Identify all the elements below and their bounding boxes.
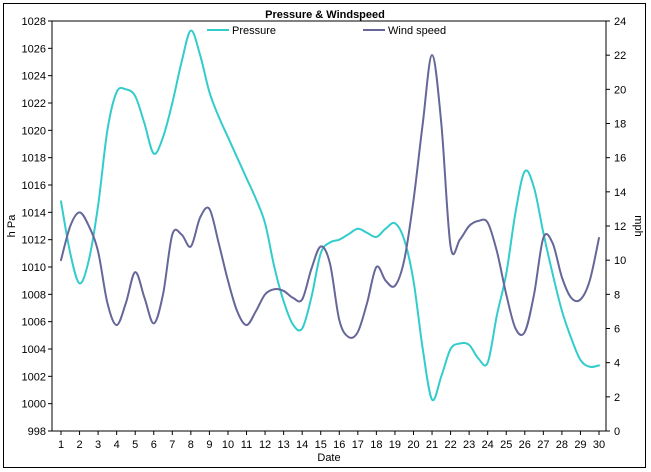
x-tick-label: 18 <box>370 439 382 451</box>
legend-label-wind-speed: Wind speed <box>388 25 446 37</box>
left-tick-label: 1014 <box>22 207 46 219</box>
right-tick-label: 4 <box>614 358 620 370</box>
x-tick-label: 8 <box>188 439 194 451</box>
left-tick-label: 1020 <box>22 125 46 137</box>
right-tick-label: 6 <box>614 324 620 336</box>
x-tick-label: 16 <box>333 439 345 451</box>
x-tick-label: 30 <box>593 439 605 451</box>
right-tick-label: 18 <box>614 119 626 131</box>
x-tick-label: 29 <box>574 439 586 451</box>
left-tick-label: 1016 <box>22 180 46 192</box>
left-axis-ticks: 998 1000 1002 1004 1006 1008 1010 1012 1014 1016 1… <box>22 16 52 438</box>
pressure-series-line <box>60 29 600 402</box>
x-tick-label: 11 <box>241 439 252 451</box>
right-tick-label: 16 <box>614 153 626 165</box>
x-tick-label: 27 <box>537 439 549 451</box>
left-tick-label: 1028 <box>22 16 46 28</box>
x-tick-label: 17 <box>352 439 364 451</box>
x-tick-label: 23 <box>463 439 475 451</box>
left-tick-label: 1004 <box>22 344 46 356</box>
right-tick-label: 22 <box>614 50 626 62</box>
right-tick-label: 14 <box>614 187 626 199</box>
left-tick-label: 1012 <box>22 235 46 247</box>
right-tick-label: 10 <box>614 255 626 267</box>
x-tick-label: 26 <box>519 439 531 451</box>
wind-speed-series-line <box>60 54 600 339</box>
x-tick-label: 22 <box>444 439 456 451</box>
left-tick-label: 1022 <box>22 98 46 110</box>
right-tick-label: 12 <box>614 221 626 233</box>
left-tick-label: 1026 <box>22 43 46 55</box>
x-axis-label: Date <box>317 452 340 464</box>
x-tick-label: 12 <box>259 439 271 451</box>
right-tick-label: 20 <box>614 84 626 96</box>
x-tick-label: 5 <box>132 439 138 451</box>
x-tick-label: 1 <box>58 439 64 451</box>
legend-label-pressure: Pressure <box>232 25 276 37</box>
x-tick-label: 21 <box>426 439 438 451</box>
right-tick-label: 2 <box>614 392 620 404</box>
left-tick-label: 1000 <box>22 399 46 411</box>
x-tick-label: 20 <box>407 439 419 451</box>
y-axis-right-label: mph <box>632 215 644 236</box>
x-tick-label: 13 <box>277 439 289 451</box>
left-tick-label: 1018 <box>22 153 46 165</box>
left-tick-label: 1002 <box>22 371 46 383</box>
x-tick-label: 7 <box>169 439 175 451</box>
left-tick-label: 998 <box>28 426 46 438</box>
x-tick-label: 19 <box>389 439 401 451</box>
x-tick-label: 14 <box>296 439 308 451</box>
left-tick-label: 1006 <box>22 317 46 329</box>
x-tick-label: 24 <box>482 439 494 451</box>
x-tick-label: 2 <box>76 439 82 451</box>
left-tick-label: 1008 <box>22 289 46 301</box>
x-tick-label: 25 <box>500 439 512 451</box>
series-group <box>60 29 600 402</box>
x-axis-ticks: 1 2 3 4 5 6 7 8 9 10 11 12 13 14 15 16 17 18 19 20 21 22 23 24 2… <box>58 431 605 451</box>
y-axis-left-label: h Pa <box>6 214 18 238</box>
legend: Pressure Wind speed <box>207 25 446 37</box>
right-tick-label: 0 <box>614 426 620 438</box>
x-tick-label: 15 <box>315 439 327 451</box>
x-tick-label: 4 <box>114 439 120 451</box>
left-tick-label: 1024 <box>22 71 46 83</box>
right-tick-label: 24 <box>614 16 626 28</box>
x-tick-label: 28 <box>556 439 568 451</box>
x-tick-label: 10 <box>222 439 234 451</box>
chart-title: Pressure & Windspeed <box>265 9 385 21</box>
x-tick-label: 9 <box>206 439 212 451</box>
x-tick-label: 6 <box>151 439 157 451</box>
x-tick-label: 3 <box>95 439 101 451</box>
left-tick-label: 1010 <box>22 262 46 274</box>
right-tick-label: 8 <box>614 289 620 301</box>
chart-frame <box>3 3 646 468</box>
